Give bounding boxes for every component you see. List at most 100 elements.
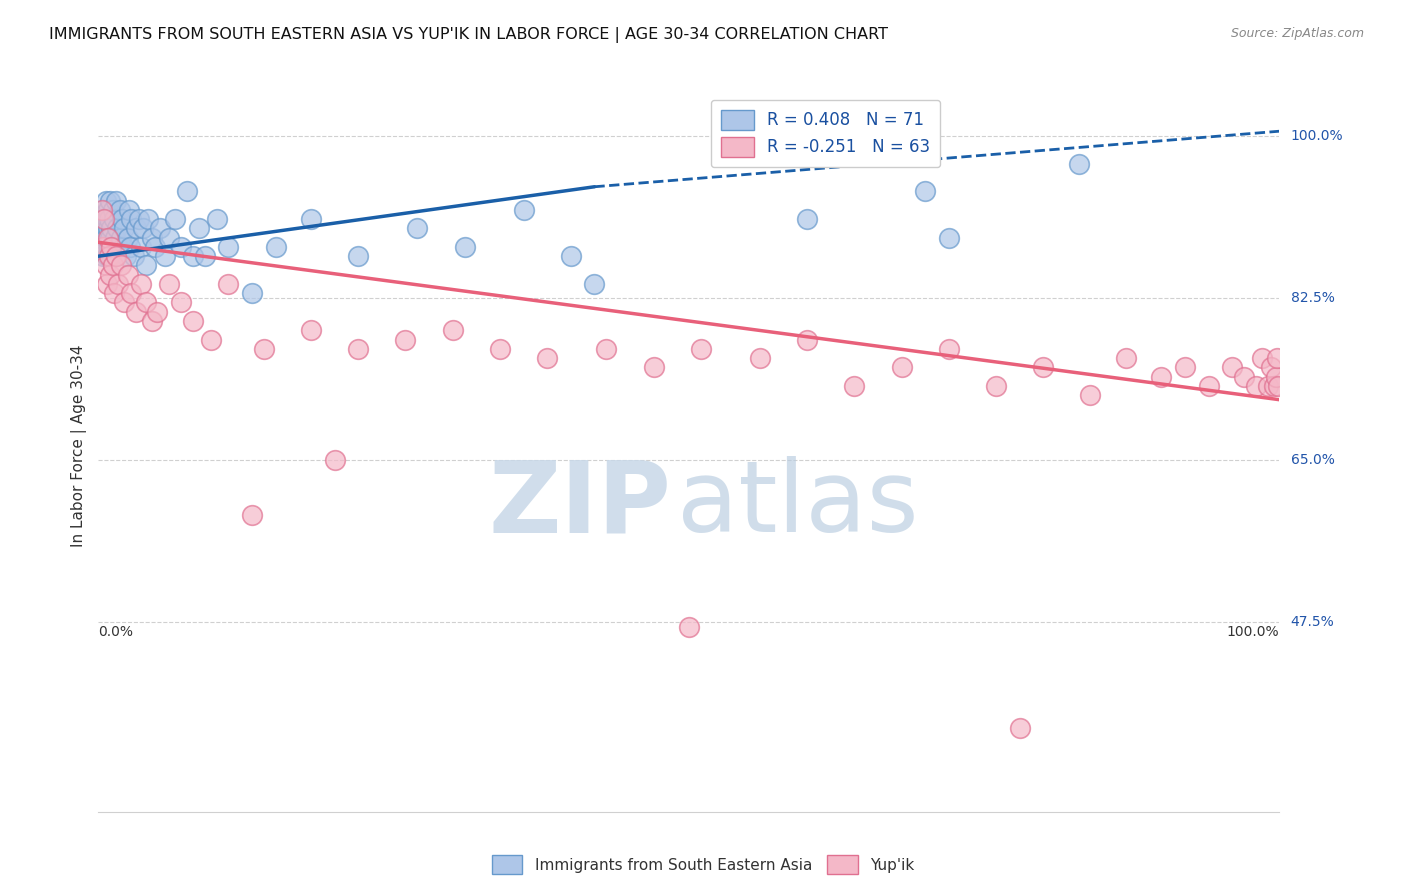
Point <box>146 304 169 318</box>
Point <box>104 230 127 244</box>
Point <box>1233 369 1256 384</box>
Point <box>128 212 150 227</box>
Point <box>689 342 711 356</box>
Point <box>149 221 172 235</box>
Point <box>141 314 163 328</box>
Point <box>111 212 134 227</box>
Point <box>217 240 239 254</box>
Text: 47.5%: 47.5% <box>1291 615 1334 629</box>
Point <box>299 212 322 227</box>
Legend: R = 0.408   N = 71, R = -0.251   N = 63: R = 0.408 N = 71, R = -0.251 N = 63 <box>710 100 941 167</box>
Point <box>101 259 124 273</box>
Point <box>112 295 135 310</box>
Point <box>938 342 960 356</box>
Point <box>143 240 166 254</box>
Point <box>100 221 122 235</box>
Point <box>1264 369 1286 384</box>
Point <box>595 342 617 356</box>
Point <box>1263 379 1285 393</box>
Point <box>347 249 370 263</box>
Point <box>101 202 124 217</box>
Point <box>512 202 534 217</box>
Point <box>103 212 125 227</box>
Text: 100.0%: 100.0% <box>1291 128 1343 143</box>
Point <box>157 230 180 244</box>
Point <box>129 240 152 254</box>
Point <box>299 323 322 337</box>
Point <box>844 379 866 393</box>
Point <box>91 249 114 263</box>
Point <box>93 212 115 227</box>
Point <box>121 286 143 301</box>
Point <box>1174 360 1197 375</box>
Point <box>112 240 135 254</box>
Point <box>264 240 287 254</box>
Point <box>91 202 114 217</box>
Point <box>114 249 136 263</box>
Point <box>132 221 155 235</box>
Point <box>1265 351 1288 365</box>
Point <box>170 240 193 254</box>
Point <box>93 240 115 254</box>
Point <box>1260 360 1282 375</box>
Point <box>678 619 700 633</box>
Point <box>170 295 193 310</box>
Point <box>125 304 148 318</box>
Point <box>100 249 122 263</box>
Point <box>112 221 135 235</box>
Text: ZIP: ZIP <box>488 456 671 553</box>
Point <box>1008 722 1031 736</box>
Point <box>748 351 770 365</box>
Point <box>110 230 132 244</box>
Point <box>108 202 131 217</box>
Point <box>157 277 180 291</box>
Point <box>1032 360 1054 375</box>
Text: 0.0%: 0.0% <box>98 625 134 640</box>
Point <box>141 230 163 244</box>
Text: atlas: atlas <box>678 456 918 553</box>
Point <box>176 185 198 199</box>
Point <box>94 259 117 273</box>
Text: 82.5%: 82.5% <box>1291 291 1334 305</box>
Point <box>118 202 141 217</box>
Point <box>323 453 346 467</box>
Point <box>129 277 152 291</box>
Point <box>796 333 818 347</box>
Point <box>1250 351 1272 365</box>
Point <box>91 212 114 227</box>
Point <box>94 230 117 244</box>
Point <box>583 277 606 291</box>
Point <box>1267 379 1289 393</box>
Point <box>240 286 263 301</box>
Point <box>394 333 416 347</box>
Text: Source: ZipAtlas.com: Source: ZipAtlas.com <box>1230 27 1364 40</box>
Point <box>1067 156 1090 170</box>
Point <box>1257 379 1279 393</box>
Point <box>914 185 936 199</box>
Point <box>165 212 187 227</box>
Point <box>406 221 429 235</box>
Point <box>117 230 139 244</box>
Point <box>1244 379 1267 393</box>
Point <box>96 212 118 227</box>
Point <box>125 221 148 235</box>
Point <box>560 249 582 263</box>
Point <box>91 230 114 244</box>
Point <box>153 249 176 263</box>
Y-axis label: In Labor Force | Age 30-34: In Labor Force | Age 30-34 <box>72 344 87 548</box>
Point <box>187 221 209 235</box>
Point <box>181 314 204 328</box>
Point <box>643 360 665 375</box>
Point <box>98 268 121 282</box>
Point <box>453 240 475 254</box>
Point <box>110 259 132 273</box>
Point <box>97 230 120 244</box>
Point <box>122 249 145 263</box>
Point <box>107 277 129 291</box>
Point <box>97 202 120 217</box>
Point <box>105 221 128 235</box>
Point <box>93 221 115 235</box>
Point <box>103 286 125 301</box>
Point <box>107 240 129 254</box>
Point <box>89 221 111 235</box>
